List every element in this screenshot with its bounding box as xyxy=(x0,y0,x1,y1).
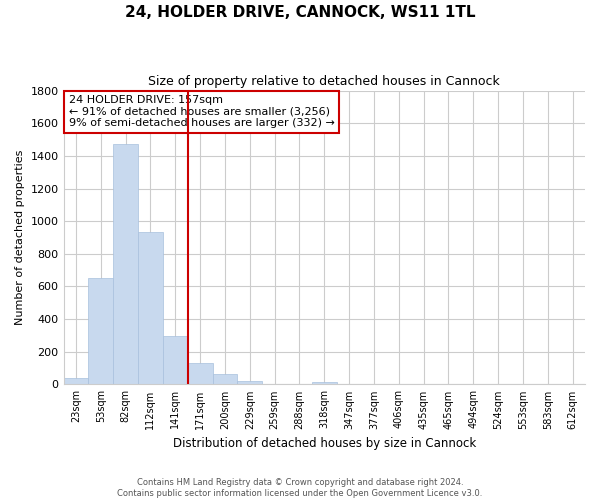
Bar xyxy=(88,278,113,384)
Bar xyxy=(188,363,212,384)
Title: Size of property relative to detached houses in Cannock: Size of property relative to detached ho… xyxy=(148,75,500,88)
Bar xyxy=(113,144,138,384)
Bar xyxy=(64,378,88,384)
Bar xyxy=(312,382,337,384)
Text: 24 HOLDER DRIVE: 157sqm
← 91% of detached houses are smaller (3,256)
9% of semi-: 24 HOLDER DRIVE: 157sqm ← 91% of detache… xyxy=(69,95,335,128)
Text: 24, HOLDER DRIVE, CANNOCK, WS11 1TL: 24, HOLDER DRIVE, CANNOCK, WS11 1TL xyxy=(125,5,475,20)
Y-axis label: Number of detached properties: Number of detached properties xyxy=(15,150,25,325)
Bar xyxy=(238,381,262,384)
Text: Contains HM Land Registry data © Crown copyright and database right 2024.
Contai: Contains HM Land Registry data © Crown c… xyxy=(118,478,482,498)
Bar xyxy=(212,374,238,384)
X-axis label: Distribution of detached houses by size in Cannock: Distribution of detached houses by size … xyxy=(173,437,476,450)
Bar xyxy=(138,232,163,384)
Bar xyxy=(163,336,188,384)
